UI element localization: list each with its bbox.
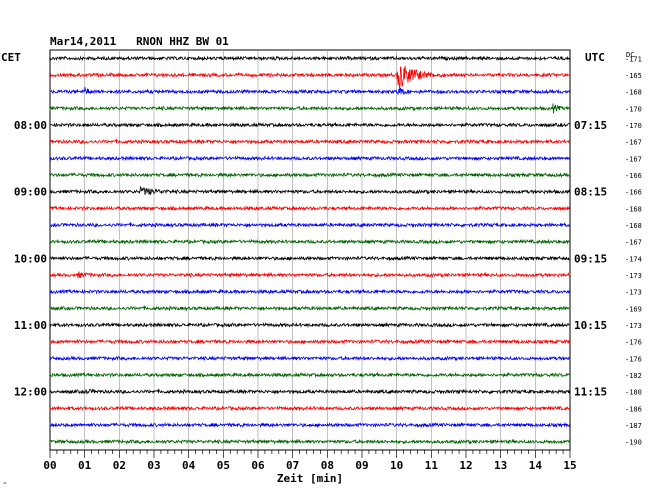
dc-offset-label: -173	[625, 272, 642, 280]
right-time-labels: 07:15 08:15 09:15 10:15 11:15	[574, 119, 607, 399]
dc-offset-label: -165	[625, 72, 642, 80]
left-time-label: 09:00	[14, 186, 47, 199]
left-time-labels: 08:00 09:00 10:00 11:00 12:00	[14, 119, 47, 399]
trace-group	[49, 55, 571, 445]
trace-row-2	[49, 87, 571, 95]
trace-row-1	[49, 66, 571, 89]
left-time-label: 11:00	[14, 319, 47, 332]
x-tick-label: 06	[251, 459, 265, 472]
dc-offset-label: -167	[625, 155, 642, 163]
grid-lines	[84, 50, 536, 450]
trace-row-22	[49, 421, 571, 429]
dc-offset-label: -166	[625, 189, 642, 197]
x-tick-label: 02	[113, 459, 126, 472]
x-tick-label: 10	[390, 459, 403, 472]
trace-row-12	[50, 255, 571, 262]
dc-offset-label: -176	[625, 355, 642, 363]
trace-row-21	[49, 405, 571, 412]
dc-offset-label: -180	[625, 389, 642, 397]
right-time-label: 11:15	[574, 386, 607, 399]
trace-row-17	[49, 338, 571, 345]
dc-offset-label: -168	[625, 222, 642, 230]
dc-offset-label: -173	[625, 289, 642, 297]
x-tick-label: 11	[425, 459, 439, 472]
x-tick-label: 07	[286, 459, 299, 472]
trace-row-11	[49, 238, 571, 245]
left-axis-label: CET	[1, 51, 21, 64]
dc-offset-label: -169	[625, 305, 642, 313]
trace-row-9	[49, 205, 571, 212]
x-tick-label: 12	[459, 459, 472, 472]
dc-offset-label: -170	[625, 122, 642, 130]
trace-row-5	[49, 138, 571, 145]
x-tick-label: 05	[217, 459, 230, 472]
trace-row-16	[49, 321, 571, 329]
dc-offset-label: -166	[625, 172, 642, 180]
trace-row-18	[49, 355, 571, 362]
trace-row-15	[49, 305, 571, 312]
trace-row-20	[49, 388, 571, 395]
dc-offset-label: -176	[625, 339, 642, 347]
dc-offset-label: -167	[625, 139, 642, 147]
dc-offset-label: -170	[625, 105, 642, 113]
left-time-label: 10:00	[14, 252, 47, 265]
trace-row-6	[49, 155, 571, 162]
right-time-label: 10:15	[574, 319, 607, 332]
trace-row-3	[49, 103, 571, 114]
x-tick-label: 04	[182, 459, 196, 472]
x-tick-label: 13	[494, 459, 507, 472]
x-tick-label: 14	[529, 459, 543, 472]
right-time-label: 08:15	[574, 186, 607, 199]
chart-title: Mar14,2011 RNON HHZ BW 01	[50, 35, 229, 48]
trace-row-8	[49, 185, 571, 196]
trace-row-19	[49, 371, 571, 379]
trace-row-14	[49, 288, 571, 295]
dc-offset-label: -168	[625, 89, 642, 97]
dc-offset-label: -168	[625, 205, 642, 213]
dc-offset-labels: -171 -165 -168 -170 -170 -167 -167 -166 -166 -168…	[625, 55, 642, 446]
dc-offset-label: -190	[625, 439, 642, 447]
x-tick-label: 09	[355, 459, 368, 472]
left-time-label: 08:00	[14, 119, 47, 132]
trace-row-0	[49, 55, 571, 62]
corner-mark: ^	[3, 482, 7, 489]
dc-offset-label: -174	[625, 255, 642, 263]
left-time-label: 12:00	[14, 386, 47, 399]
x-tick-label: 15	[563, 459, 576, 472]
trace-row-4	[49, 121, 571, 129]
dc-offset-label: -182	[625, 372, 642, 380]
x-tick-label: 03	[147, 459, 160, 472]
dc-offset-label: -173	[625, 322, 642, 330]
x-tick-label: 00	[43, 459, 56, 472]
dc-offset-label: -187	[625, 422, 642, 430]
plot-frame	[49, 49, 571, 451]
right-axis-label: UTC	[585, 51, 605, 64]
trace-row-13	[49, 270, 571, 279]
dc-offset-label: -171	[625, 55, 642, 63]
right-time-label: 07:15	[574, 119, 607, 132]
dc-offset-label: -186	[625, 405, 642, 413]
x-axis-label: Zeit [min]	[277, 472, 343, 485]
trace-row-7	[49, 171, 571, 179]
dc-column-header: DC	[626, 51, 634, 59]
x-tick-label: 01	[78, 459, 92, 472]
x-axis: 00 01 02 03 04 05 06 07 08 09 10 11 12 13 14 15	[43, 450, 577, 472]
trace-row-10	[49, 221, 571, 228]
dc-offset-label: -167	[625, 239, 642, 247]
right-time-label: 09:15	[574, 252, 607, 265]
x-tick-label: 08	[321, 459, 334, 472]
trace-row-23	[49, 438, 571, 445]
